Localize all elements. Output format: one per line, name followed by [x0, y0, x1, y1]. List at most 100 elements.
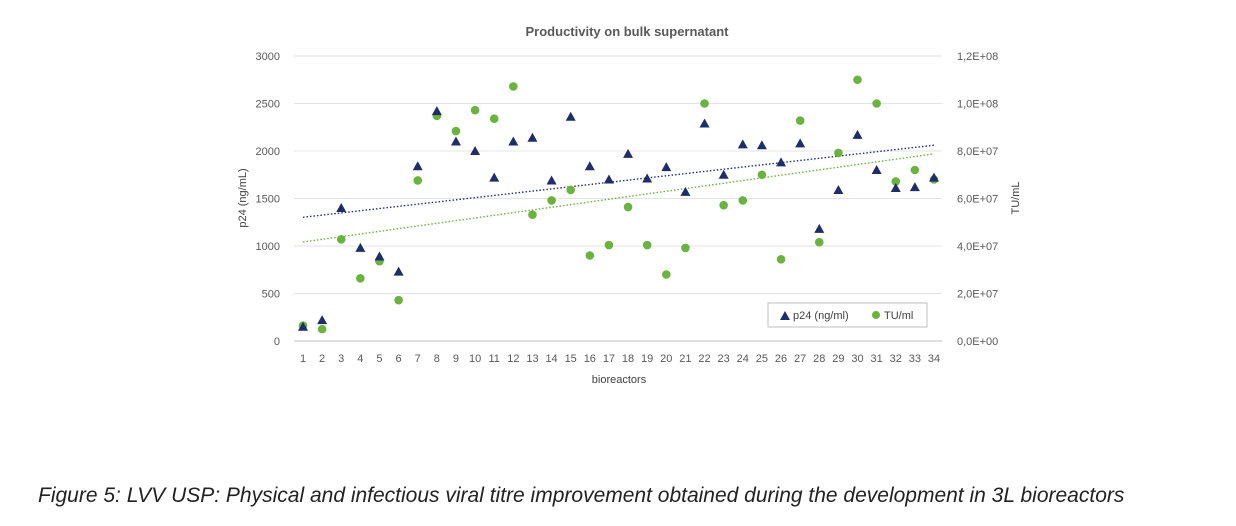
x-tick-label: 2	[319, 353, 325, 365]
tu-trendline	[302, 153, 935, 243]
x-tick-label: 30	[851, 353, 863, 365]
x-tick-label: 31	[871, 353, 883, 365]
p24-point	[355, 242, 366, 252]
right-tick-label: 6,0E+07	[957, 194, 998, 206]
tu-point	[451, 126, 461, 136]
tu-point	[566, 185, 575, 195]
p24-point	[489, 172, 500, 182]
left-tick-label: 1000	[256, 241, 280, 253]
p24-point	[603, 174, 614, 184]
legend-p24-marker	[780, 311, 790, 320]
tu-point	[834, 148, 843, 158]
left-tick-label: 500	[262, 289, 280, 301]
tu-point	[719, 200, 728, 210]
x-tick-label: 6	[396, 353, 402, 365]
p24-trendline	[302, 144, 935, 218]
x-tick-label: 14	[545, 353, 557, 365]
tu-point	[757, 170, 767, 180]
x-tick-label: 32	[890, 353, 902, 365]
figure-caption: Figure 5: LVV USP: Physical and infectio…	[38, 484, 1125, 507]
tu-point	[336, 235, 346, 244]
tu-point	[662, 270, 671, 279]
x-tick-label: 13	[526, 353, 538, 365]
x-tick-label: 1	[300, 353, 306, 365]
tu-point	[681, 243, 690, 253]
p24-point	[336, 203, 347, 212]
x-tick-label: 11	[489, 353, 500, 365]
p24-point	[565, 111, 576, 121]
p24-series	[298, 106, 939, 331]
tu-point	[489, 114, 499, 123]
tu-series	[298, 75, 939, 334]
p24-point	[623, 148, 634, 158]
left-tick-label: 2500	[256, 99, 280, 111]
p24-point	[642, 173, 653, 183]
tu-point	[394, 295, 403, 305]
right-tick-label: 4,0E+07	[957, 241, 998, 253]
x-tick-label: 25	[756, 353, 768, 365]
legend-p24-label: p24 (ng/ml)	[793, 310, 849, 322]
p24-point	[412, 161, 423, 171]
right-tick-label: 2,0E+07	[957, 289, 998, 301]
scatter-chart: Productivity on bulk supernatant 0 500 100…	[237, 24, 1022, 386]
p24-point	[756, 140, 767, 150]
x-tick-label: 34	[928, 353, 940, 365]
p24-point	[852, 129, 863, 139]
p24-point	[871, 165, 882, 174]
p24-point	[508, 136, 519, 146]
x-tick-label: 24	[737, 353, 749, 365]
x-tick-label: 21	[679, 353, 691, 365]
p24-point	[298, 321, 308, 331]
x-tick-label: 26	[775, 353, 787, 365]
p24-point	[776, 157, 787, 167]
p24-point	[680, 186, 691, 196]
legend-box	[767, 302, 928, 328]
p24-point	[890, 183, 901, 193]
right-axis-label: TU/mL	[1010, 182, 1022, 215]
tu-point	[317, 324, 327, 334]
tu-point	[547, 196, 556, 205]
tu-point	[642, 240, 652, 250]
tu-point	[872, 99, 881, 108]
x-axis-ticks: 1 2 3 4 5 6 7 8 9 10 11 12 13 14 15 16 17 18 19 20 21 22 23 24 2…	[300, 353, 940, 365]
p24-point	[470, 146, 481, 155]
x-tick-label: 19	[641, 353, 653, 365]
left-tick-label: 1500	[256, 194, 280, 206]
p24-point	[450, 136, 461, 146]
right-axis-ticks: 0,0E+00 2,0E+07 4,0E+07 6,0E+07 8,0E+07 1,0E+…	[957, 51, 998, 348]
p24-point	[393, 266, 404, 276]
trendlines	[302, 144, 935, 243]
x-tick-label: 20	[660, 353, 672, 365]
p24-point	[431, 106, 442, 116]
tu-point	[700, 99, 709, 108]
x-tick-label: 9	[453, 353, 459, 365]
x-tick-label: 18	[622, 353, 634, 365]
gridlines	[294, 55, 942, 342]
x-tick-label: 17	[603, 353, 615, 365]
tu-point	[585, 251, 595, 260]
tu-point	[776, 254, 786, 264]
p24-point	[527, 132, 538, 142]
tu-point	[413, 176, 423, 185]
x-tick-label: 28	[813, 353, 825, 365]
tu-point	[853, 75, 862, 85]
x-tick-label: 12	[507, 353, 519, 365]
right-tick-label: 1,2E+08	[957, 51, 998, 63]
p24-point	[317, 315, 328, 325]
x-tick-label: 29	[832, 353, 844, 365]
chart-title: Productivity on bulk supernatant	[526, 24, 730, 39]
p24-point	[584, 161, 595, 171]
p24-point	[374, 251, 385, 261]
left-tick-label: 3000	[256, 51, 280, 63]
tu-point	[356, 274, 365, 283]
tu-point	[604, 240, 614, 250]
tu-point	[891, 177, 901, 186]
x-tick-label: 7	[415, 353, 421, 365]
x-tick-label: 10	[469, 353, 481, 365]
left-tick-label: 0	[274, 336, 280, 348]
tu-point	[814, 237, 824, 247]
tu-point	[470, 105, 480, 115]
tu-point	[910, 165, 920, 175]
tu-point	[623, 202, 633, 212]
p24-point	[833, 184, 844, 194]
